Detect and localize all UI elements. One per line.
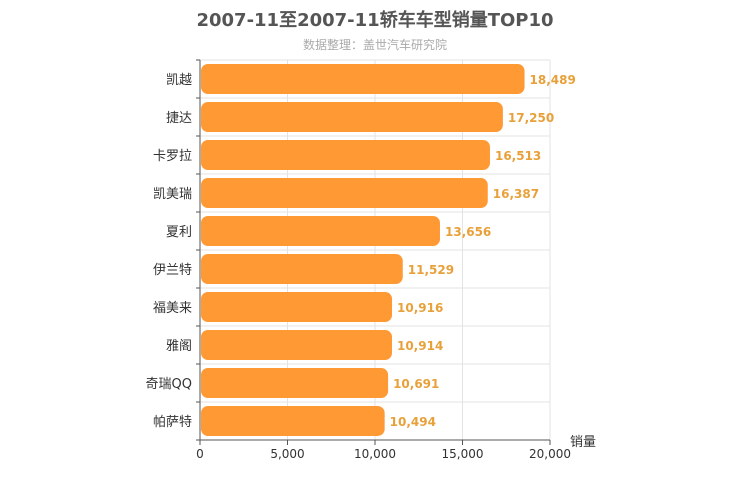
category-label: 帕萨特: [153, 415, 192, 430]
x-tick-label: 10,000: [354, 447, 396, 461]
bar[interactable]: [201, 368, 389, 398]
category-label: 奇瑞QQ: [146, 376, 192, 392]
bar[interactable]: [201, 330, 392, 360]
value-label: 10,494: [390, 415, 436, 429]
bar[interactable]: [201, 140, 490, 170]
value-label: 17,250: [508, 111, 554, 125]
bar[interactable]: [201, 216, 440, 246]
x-tick-label: 0: [196, 447, 204, 461]
category-label: 伊兰特: [153, 263, 192, 278]
value-label: 10,691: [393, 377, 439, 391]
value-label: 10,914: [397, 339, 443, 353]
category-label: 凯越: [166, 73, 192, 88]
value-label: 11,529: [408, 263, 454, 277]
category-label: 夏利: [166, 225, 192, 240]
value-label: 16,513: [495, 149, 541, 163]
value-label: 13,656: [445, 225, 491, 239]
bar[interactable]: [201, 102, 503, 132]
bar[interactable]: [201, 406, 385, 436]
bars: 18,489 17,250 16,513 16,387 13,656 11,529 10,9…: [201, 64, 576, 436]
category-label: 捷达: [166, 111, 192, 126]
bar[interactable]: [201, 292, 393, 322]
category-label: 福美来: [153, 301, 192, 316]
x-axis-title: 销量: [570, 435, 596, 450]
bar[interactable]: [201, 178, 488, 208]
category-label: 卡罗拉: [153, 149, 192, 164]
value-label: 18,489: [530, 73, 576, 87]
category-label: 凯美瑞: [153, 187, 192, 202]
bar[interactable]: [201, 254, 403, 284]
category-label: 雅阁: [166, 339, 192, 354]
chart-title: 2007-11至2007-11轿车车型销量TOP10: [196, 10, 554, 31]
x-tick-label: 20,000: [529, 447, 571, 461]
bar[interactable]: [201, 64, 525, 94]
x-tick-label: 15,000: [442, 447, 484, 461]
value-label: 16,387: [493, 187, 539, 201]
x-tick-label: 5,000: [270, 447, 304, 461]
value-label: 10,916: [397, 301, 443, 315]
chart-subtitle: 数据整理：盖世汽车研究院: [302, 38, 447, 52]
